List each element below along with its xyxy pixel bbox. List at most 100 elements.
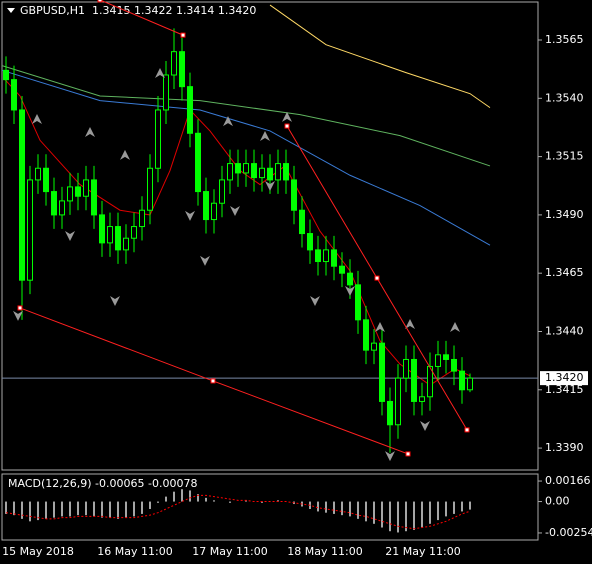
candle-body (3, 69, 9, 81)
y-tick-label: 1.3390 (545, 441, 584, 454)
macd-signal (5, 494, 471, 530)
candle-body (11, 79, 17, 111)
candle-body (395, 377, 401, 426)
candle-body (219, 179, 225, 204)
candle-body (403, 358, 409, 379)
candle-body (435, 354, 441, 367)
x-tick-label: 17 May 11:00 (192, 545, 267, 558)
candle-body (99, 214, 105, 244)
fractal (230, 206, 240, 216)
trend-point (97, 0, 103, 3)
candle-body (187, 86, 193, 134)
candle-body (43, 167, 49, 193)
fractal (375, 321, 385, 332)
x-tick-label: 18 May 11:00 (287, 545, 362, 558)
y-tick-label: 0.00166 (545, 474, 591, 487)
header: GBPUSD,H1 1.3415 1.3422 1.3414 1.3420 (20, 4, 256, 17)
price-box (540, 371, 588, 386)
candle-body (283, 163, 289, 181)
candle-body (315, 249, 321, 263)
y-tick-label: 1.3490 (545, 208, 584, 221)
candle-body (363, 319, 369, 351)
candle-body (291, 179, 297, 211)
y-tick-label: 1.3415 (545, 383, 584, 396)
candle-body (299, 209, 305, 235)
macd-frame (1, 473, 539, 541)
candle-body (211, 202, 217, 221)
candle-body (443, 354, 449, 360)
y-tick-label: 1.3565 (545, 33, 584, 46)
candle-body (107, 226, 113, 244)
candle-body (179, 51, 185, 88)
candle-body (19, 109, 25, 281)
candle-body (267, 167, 273, 181)
candle-body (387, 400, 393, 426)
candle-body (131, 226, 137, 239)
candle-body (371, 342, 377, 351)
fractal (223, 116, 233, 127)
candle-body (331, 249, 337, 267)
candle-body (251, 163, 257, 179)
fractal (185, 210, 195, 221)
candle-body (195, 132, 201, 193)
y-tick-label: -0.00254 (545, 526, 592, 539)
moving-average (1, 69, 491, 246)
fractal (155, 68, 165, 79)
trend-point (17, 305, 23, 311)
candle-body (123, 237, 129, 251)
candle-body (459, 370, 465, 391)
candle-body (235, 163, 241, 174)
trend-point (180, 32, 186, 38)
trend-point (284, 123, 290, 129)
candle-body (51, 191, 57, 216)
moving-average (4, 79, 471, 386)
candle-body (339, 265, 345, 274)
fractal (13, 310, 23, 321)
candle-body (115, 226, 121, 251)
y-tick-label: 1.3465 (545, 266, 584, 279)
candle-body (67, 186, 73, 202)
x-tick-label: 16 May 11:00 (97, 545, 172, 558)
candle-body (411, 358, 417, 402)
y-tick-label: 1.3515 (545, 150, 584, 163)
fractal (265, 181, 275, 192)
candle-body (243, 163, 249, 174)
candle-body (419, 396, 425, 402)
candle-body (347, 272, 353, 286)
candle-body (59, 200, 65, 216)
candle-body (307, 233, 313, 251)
fractal (65, 230, 75, 241)
moving-average (269, 4, 491, 109)
fractal (282, 111, 292, 122)
candle-body (227, 163, 233, 181)
candle-body (155, 109, 161, 169)
candle-body (171, 51, 177, 76)
trend-point (210, 378, 216, 384)
menu-arrow[interactable] (7, 8, 15, 13)
candle-body (275, 163, 281, 181)
candle-body (35, 167, 41, 181)
x-tick-label: 21 May 11:00 (385, 545, 460, 558)
candle-body (163, 74, 169, 111)
fractal (110, 296, 120, 307)
fractal (420, 420, 430, 431)
fractal (310, 296, 320, 307)
candle-body (355, 284, 361, 321)
candle-body (83, 179, 89, 197)
candle-body (451, 358, 457, 372)
fractal (345, 285, 355, 296)
trend-point (374, 275, 380, 281)
price-label: 1.3420 (545, 371, 584, 384)
trend-point (405, 451, 411, 457)
candle-body (427, 365, 433, 398)
fractal (450, 321, 460, 332)
fractal (405, 318, 415, 329)
moving-average (1, 65, 491, 167)
fractal (260, 131, 270, 142)
candle-body (467, 377, 473, 391)
candle-body (139, 209, 145, 228)
macd-label: MACD(12,26,9) -0.00065 -0.00078 (8, 477, 197, 490)
trend-line (99, 0, 184, 36)
y-tick-label: 1.3540 (545, 91, 584, 104)
